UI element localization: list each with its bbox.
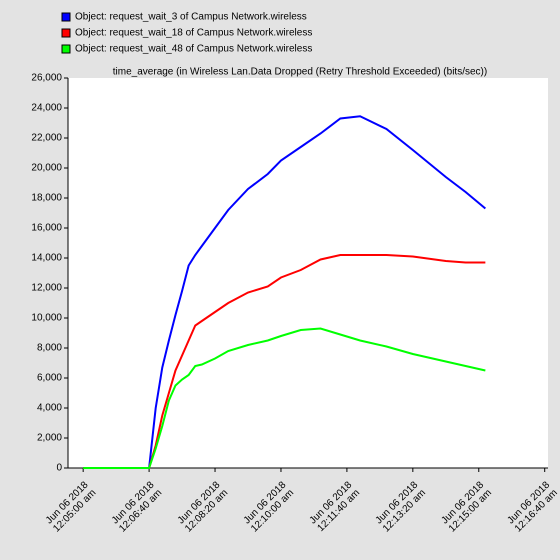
legend-label: Object: request_wait_48 of Campus Networ… xyxy=(75,44,312,55)
legend-label: Object: request_wait_18 of Campus Networ… xyxy=(75,28,312,39)
plot-area xyxy=(68,78,548,468)
y-tick-label: 2,000 xyxy=(37,433,62,444)
x-tick-label: Jun 06 201812:10:00 am xyxy=(241,479,296,534)
y-tick-label: 0 xyxy=(56,463,62,474)
x-tick-label: Jun 06 201812:06:40 am xyxy=(109,479,164,534)
x-tick-label: Jun 06 201812:11:40 am xyxy=(307,479,362,534)
y-tick-label: 4,000 xyxy=(37,403,62,414)
x-tick-label: Jun 06 201812:08:20 am xyxy=(175,479,230,534)
legend-swatch xyxy=(61,44,71,54)
legend-swatch xyxy=(61,12,71,22)
x-tick-label: Jun 06 201812:05:00 am xyxy=(43,479,98,534)
y-tick-label: 8,000 xyxy=(37,343,62,354)
y-tick-label: 12,000 xyxy=(31,283,62,294)
y-tick-label: 14,000 xyxy=(31,253,62,264)
series-line xyxy=(83,254,486,469)
y-tick-label: 18,000 xyxy=(31,193,62,204)
x-tick-label: Jun 06 201812:16:40 am xyxy=(505,479,560,534)
y-tick-label: 16,000 xyxy=(31,223,62,234)
series-line xyxy=(83,115,487,469)
x-tick-label: Jun 06 201812:13:20 am xyxy=(373,479,428,534)
y-tick-label: 20,000 xyxy=(31,163,62,174)
x-tick-label: Jun 06 201812:15:00 am xyxy=(439,479,494,534)
series-line xyxy=(83,327,486,469)
chart-title: time_average (in Wireless Lan.Data Dropp… xyxy=(113,67,487,78)
legend-swatch xyxy=(61,28,71,38)
y-tick-label: 22,000 xyxy=(31,133,62,144)
y-tick-label: 10,000 xyxy=(31,313,62,324)
y-tick-label: 6,000 xyxy=(37,373,62,384)
y-tick-label: 24,000 xyxy=(31,103,62,114)
legend-label: Object: request_wait_3 of Campus Network… xyxy=(75,12,307,23)
y-tick-label: 26,000 xyxy=(31,73,62,84)
